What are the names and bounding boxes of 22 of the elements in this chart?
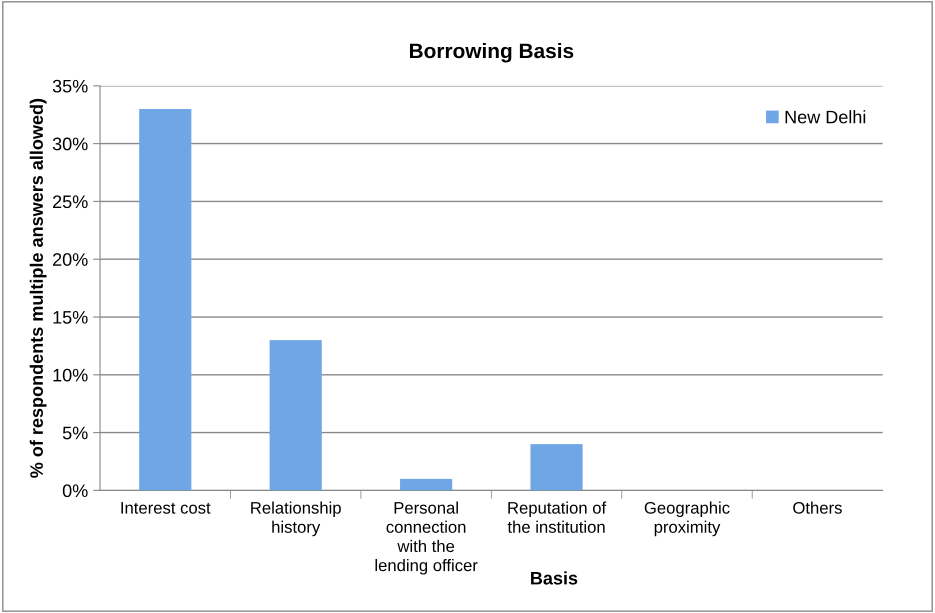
y-tick-label: 10% — [53, 368, 88, 382]
x-axis-title: Basis — [531, 571, 578, 585]
y-tick-label: 35% — [52, 80, 88, 93]
y-tick-label: 30% — [52, 138, 88, 150]
bar — [139, 108, 192, 490]
y-axis-title: % of respondents multiple answers allowed) — [30, 98, 47, 478]
y-tick-label: 20% — [53, 253, 88, 266]
chart-title: Borrowing Basis — [410, 42, 574, 62]
y-tick-label: 5% — [62, 426, 88, 440]
legend-label: New Delhi — [786, 110, 866, 124]
y-tick-label: 0% — [62, 484, 88, 498]
bar — [400, 478, 452, 490]
y-tick-label: 15% — [53, 311, 88, 324]
bar — [530, 444, 583, 490]
x-tick-label: Others — [793, 502, 842, 514]
x-tick-label: Personal connection with the lending officer — [376, 502, 478, 575]
x-tick-label: Reputation of the institution — [508, 502, 606, 533]
x-tick-label: Relationship history — [251, 502, 341, 536]
bar — [270, 340, 322, 490]
x-tick-label: Interest cost — [121, 502, 211, 514]
x-tick-label: Geographic proximity — [644, 502, 730, 536]
y-tick-label: 25% — [53, 195, 88, 208]
